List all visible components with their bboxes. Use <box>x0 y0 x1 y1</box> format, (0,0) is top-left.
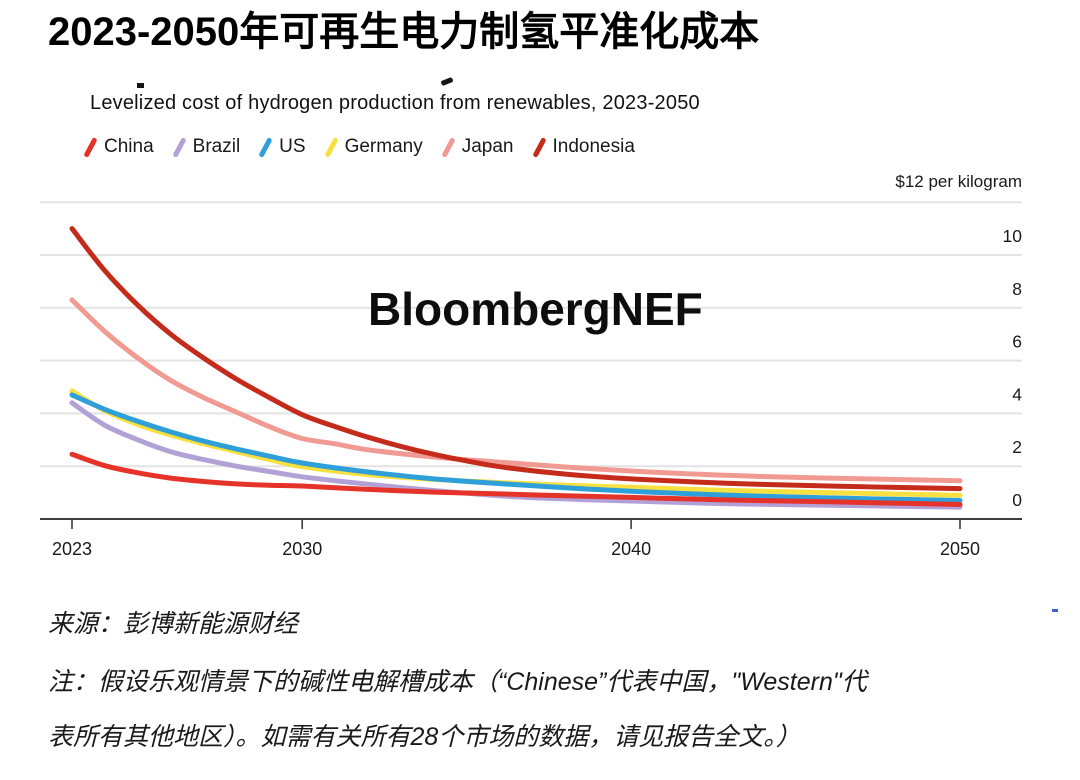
y-tick-label: 8 <box>1012 279 1022 299</box>
crop-artifact <box>1052 609 1058 612</box>
y-tick-label: 0 <box>1012 490 1022 510</box>
series-line-china <box>69 451 963 507</box>
note-text-line-1: 注：假设乐观情景下的碱性电解槽成本（“Chinese”代表中国，"Western… <box>48 668 867 696</box>
legend-item-china: China <box>83 136 154 158</box>
chart-subtitle: Levelized cost of hydrogen production fr… <box>90 92 700 114</box>
legend-item-us: US <box>258 136 306 158</box>
series-line-indonesia <box>69 226 963 492</box>
legend-item-germany: Germany <box>323 136 423 158</box>
page-title: 2023-2050年可再生电力制氢平准化成本 <box>48 10 760 54</box>
watermark-text: BloombergNEF <box>368 283 703 335</box>
x-tick-label: 2023 <box>52 539 92 559</box>
y-tick-label: 4 <box>1012 384 1022 404</box>
series-line-us <box>69 392 963 503</box>
series-line-brazil <box>69 400 963 510</box>
legend-item-japan: Japan <box>441 136 514 158</box>
legend-label: China <box>104 136 154 157</box>
source-text: 来源：彭博新能源财经 <box>48 610 299 638</box>
x-tick-label: 2030 <box>282 539 322 559</box>
legend-label: Japan <box>461 136 514 157</box>
legend-label: Brazil <box>192 136 241 157</box>
legend-label: Germany <box>344 136 423 157</box>
legend-item-indonesia: Indonesia <box>531 136 635 158</box>
legend-item-brazil: Brazil <box>172 136 241 158</box>
crop-artifact <box>137 83 144 88</box>
note-text-line-2: 表所有其他地区）。如需有关所有28个市场的数据，请见报告全文。） <box>48 723 801 751</box>
series-line-germany <box>69 388 963 498</box>
x-tick-label: 2050 <box>940 539 980 559</box>
y-tick-label: 6 <box>1012 332 1022 352</box>
series-line-japan <box>69 297 963 484</box>
y-tick-label: 2 <box>1012 437 1022 457</box>
legend-label: Indonesia <box>552 136 635 157</box>
x-tick-label: 2040 <box>611 539 651 559</box>
chart-legend: China Brazil US Germany Japan Indonesia <box>83 136 658 158</box>
y-tick-label: 10 <box>1003 226 1023 246</box>
legend-label: US <box>279 136 306 157</box>
y-axis-unit-label: $12 per kilogram <box>895 172 1022 191</box>
